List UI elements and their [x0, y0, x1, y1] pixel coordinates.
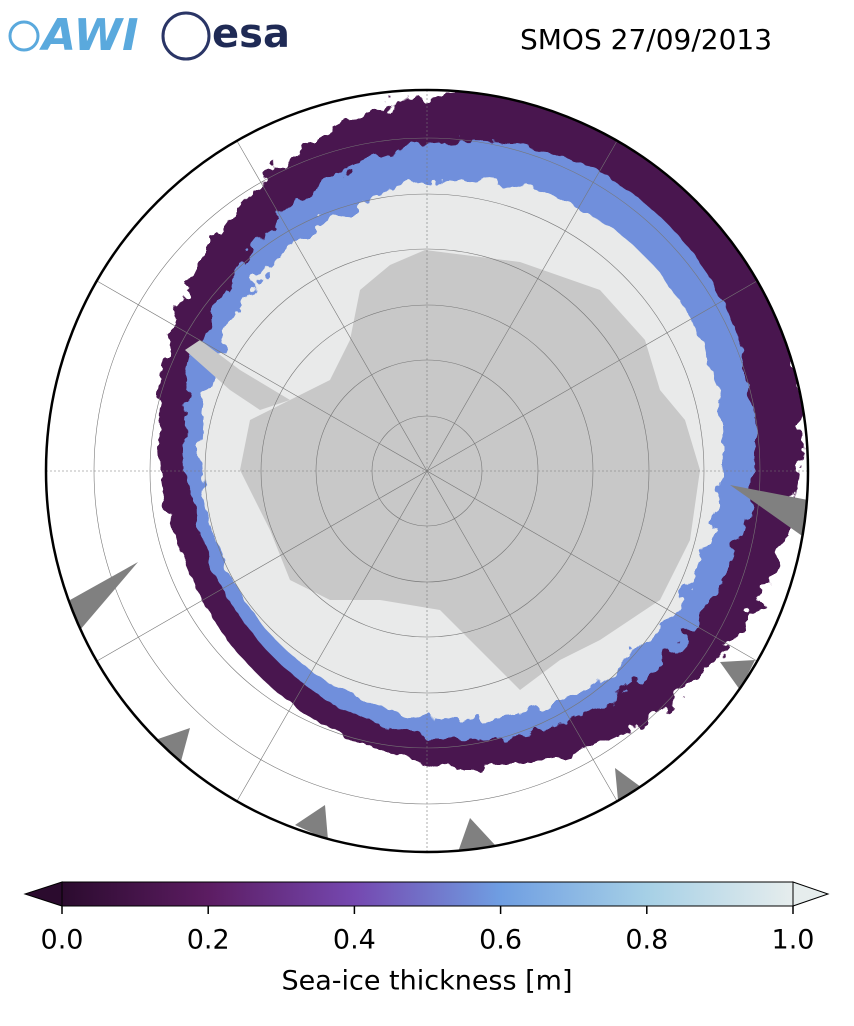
awi-globe — [8, 20, 40, 52]
colorbar-tick-label: 0.8 — [625, 925, 668, 956]
awi-logo: AWI — [39, 10, 139, 61]
graticule — [46, 90, 808, 852]
colorbar-tick-label: 0.4 — [333, 925, 376, 956]
colorbar-tick-label: 0.2 — [187, 925, 230, 956]
colorbar-label: Sea-ice thickness [m] — [281, 966, 572, 997]
colorbar-tick-label: 0.6 — [479, 925, 522, 956]
peninsula — [185, 340, 290, 410]
logos: AWI esa — [8, 10, 290, 61]
map — [46, 90, 808, 852]
colorbar-extend-high — [792, 881, 830, 907]
colorbar-tick-label: 1.0 — [772, 925, 815, 956]
colorbar-body — [61, 881, 794, 907]
colorbar-tick-label: 0.0 — [41, 925, 84, 956]
esa-logo: esa — [212, 11, 290, 57]
colorbar-extend-low — [23, 881, 63, 907]
antarctica — [240, 250, 700, 690]
missing-data — [70, 485, 808, 852]
esa-globe — [161, 11, 211, 61]
map-frame — [44, 88, 810, 854]
colorbar: Sea-ice thickness [m] 0.0 0.2 0.4 0.6 0.8 1.0 — [23, 881, 830, 997]
title: SMOS 27/09/2013 — [520, 23, 772, 56]
